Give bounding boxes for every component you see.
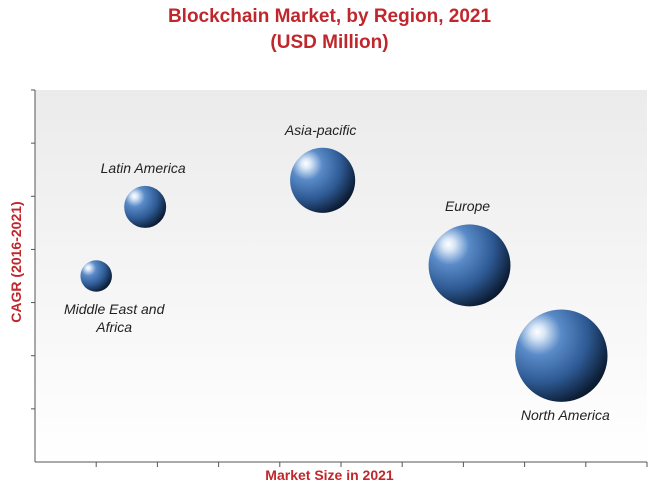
bubble-europe (428, 224, 511, 307)
y-axis-label: CAGR (2016-2021) (8, 201, 24, 323)
chart-title: Blockchain Market, by Region, 2021 (167, 6, 492, 27)
bubble-label: North America (520, 406, 610, 423)
bubble-middle-east-and-africa (80, 260, 112, 292)
x-axis-label: Market Size in 2021 (265, 467, 394, 483)
bubble-north-america (515, 309, 608, 402)
plot-area (35, 90, 647, 462)
bubble-latin-america (124, 185, 167, 228)
bubble-label: Europe (444, 198, 491, 215)
bubble-label: Latin America (100, 159, 186, 176)
bubble-label: Middle East and Africa (63, 300, 165, 335)
chart-subtitle: (USD Million) (270, 32, 389, 53)
bubble-asia-pacific (290, 147, 356, 213)
bubble-label: Asia-pacific (284, 121, 357, 138)
